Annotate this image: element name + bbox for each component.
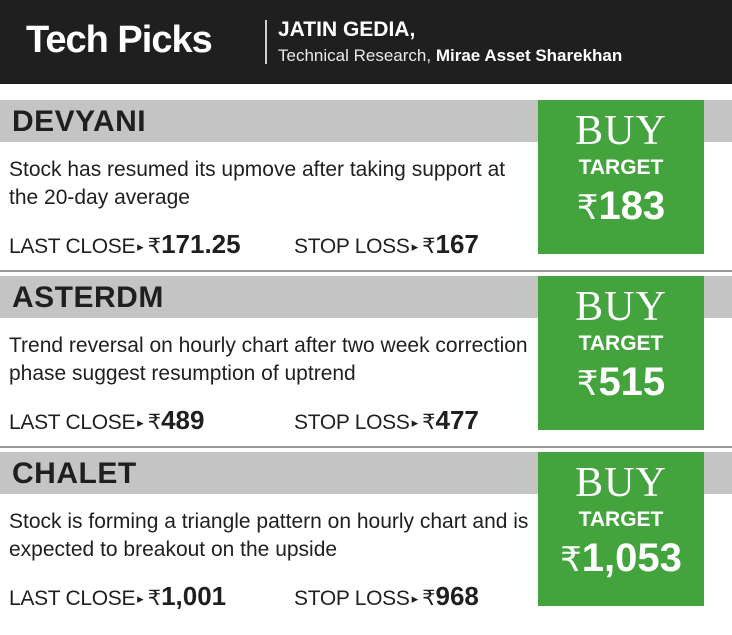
stop-loss: STOP LOSS ▸ ₹968	[294, 582, 479, 613]
target-value: 1,053	[581, 536, 682, 580]
pick-description: Trend reversal on hourly chart after two…	[9, 334, 528, 385]
header-banner: Tech Picks JATIN GEDIA, Technical Resear…	[0, 0, 732, 84]
stop-loss-label: STOP LOSS	[294, 411, 410, 434]
target-label: TARGET	[578, 332, 664, 355]
last-close-label: LAST CLOSE	[9, 235, 136, 258]
buy-target-box: BUY TARGET ₹183	[538, 100, 704, 254]
arrow-right-icon: ▸	[411, 591, 419, 606]
target-price: ₹515	[538, 356, 704, 410]
stop-loss: STOP LOSS ▸ ₹477	[294, 406, 479, 437]
target-price: ₹183	[538, 180, 704, 234]
section-divider	[0, 270, 732, 272]
stop-loss-value: 968	[435, 581, 479, 611]
last-close-label: LAST CLOSE	[9, 587, 136, 610]
pick-card-devyani: DEVYANI Stock has resumed its upmove aft…	[0, 100, 732, 265]
section-divider	[0, 446, 732, 448]
pick-description: Stock has resumed its upmove after takin…	[9, 158, 506, 209]
stop-loss-value: 167	[435, 229, 479, 259]
stock-name: ASTERDM	[12, 281, 164, 314]
arrow-right-icon: ▸	[411, 239, 419, 254]
arrow-right-icon: ▸	[137, 591, 144, 606]
last-close-label: LAST CLOSE	[9, 411, 136, 434]
analyst-affiliation: Technical Research, Mirae Asset Sharekha…	[278, 45, 622, 67]
buy-target-box: BUY TARGET ₹1,053	[538, 452, 704, 606]
pick-card-asterdm: ASTERDM Trend reversal on hourly chart a…	[0, 276, 732, 441]
target-price: ₹1,053	[538, 532, 704, 586]
rupee-icon: ₹	[560, 541, 582, 579]
last-close-value: 1,001	[161, 581, 227, 611]
rupee-icon: ₹	[422, 411, 436, 434]
price-levels: LAST CLOSE ▸ ₹489 STOP LOSS ▸ ₹477	[9, 405, 479, 437]
arrow-right-icon: ▸	[411, 415, 419, 430]
price-levels: LAST CLOSE ▸ ₹1,001 STOP LOSS ▸ ₹968	[9, 581, 479, 613]
analyst-role: Technical Research,	[278, 46, 436, 65]
arrow-right-icon: ▸	[137, 239, 144, 254]
stop-loss-label: STOP LOSS	[294, 587, 410, 610]
buy-label: BUY	[575, 460, 667, 506]
target-label: TARGET	[578, 156, 664, 179]
rupee-icon: ₹	[147, 587, 162, 610]
brand-title: Tech Picks	[26, 19, 213, 61]
pick-description: Stock is forming a triangle pattern on h…	[9, 510, 529, 561]
analyst-name: JATIN GEDIA,	[278, 18, 416, 41]
price-levels: LAST CLOSE ▸ ₹171.25 STOP LOSS ▸ ₹167	[9, 229, 479, 261]
stock-name: CHALET	[12, 457, 137, 490]
buy-label: BUY	[575, 108, 667, 154]
target-label: TARGET	[578, 508, 664, 531]
stock-name: DEVYANI	[12, 105, 147, 138]
analyst-org: Mirae Asset Sharekhan	[435, 46, 623, 65]
rupee-icon: ₹	[576, 365, 599, 403]
buy-target-box: BUY TARGET ₹515	[538, 276, 704, 430]
pick-card-chalet: CHALET Stock is forming a triangle patte…	[0, 452, 732, 617]
header-divider	[265, 20, 267, 64]
stop-loss: STOP LOSS ▸ ₹167	[294, 230, 479, 261]
rupee-icon: ₹	[422, 587, 436, 610]
buy-label: BUY	[575, 284, 667, 330]
target-value: 183	[598, 184, 666, 228]
last-close-value: 171.25	[161, 229, 241, 259]
target-value: 515	[598, 360, 666, 404]
stop-loss-value: 477	[435, 405, 479, 435]
rupee-icon: ₹	[147, 235, 162, 258]
stop-loss-label: STOP LOSS	[294, 235, 410, 258]
rupee-icon: ₹	[422, 235, 436, 258]
rupee-icon: ₹	[147, 411, 162, 434]
last-close-value: 489	[161, 405, 205, 435]
arrow-right-icon: ▸	[137, 415, 144, 430]
rupee-icon: ₹	[576, 189, 599, 227]
